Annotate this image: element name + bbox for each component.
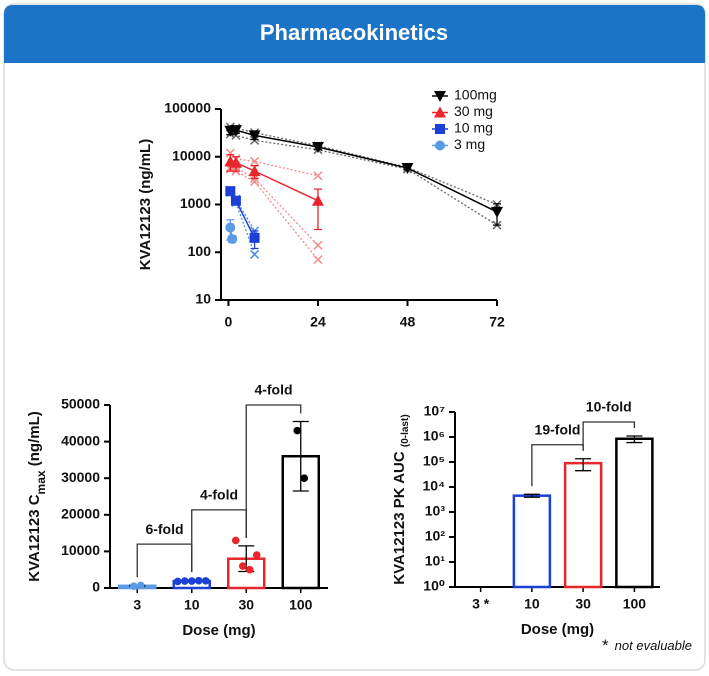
fold-bracket — [245, 404, 302, 538]
y-axis-label-part: KVA12123 C — [26, 494, 43, 581]
y-tick-label: 10⁰ — [423, 578, 445, 594]
header-bar — [4, 5, 705, 63]
fold-label: 10-fold — [586, 399, 632, 415]
y-tick-label: 10¹ — [425, 553, 446, 569]
legend-label: 10 mg — [454, 120, 493, 136]
x-tick-label: 10 — [184, 597, 200, 613]
footnote: * not evaluable — [602, 636, 692, 655]
data-point — [300, 474, 309, 483]
marker — [249, 232, 260, 243]
y-tick-label: 40000 — [61, 432, 100, 448]
y-tick-label: 0 — [92, 579, 100, 595]
legend-label: 100mg — [454, 87, 497, 103]
y-tick-label: 100000 — [164, 100, 211, 116]
data-point — [293, 426, 302, 435]
x-tick-label: 3 — [133, 597, 141, 613]
y-tick-label: 10⁴ — [423, 478, 446, 494]
individual-point — [250, 249, 260, 259]
bar — [615, 437, 654, 589]
data-point — [238, 562, 247, 570]
individual-point — [313, 240, 323, 250]
data-point — [136, 581, 145, 590]
y-tick-label: 100 — [188, 243, 212, 259]
y-axis-label-part: KVA12123 PK AUC — [391, 447, 408, 585]
error-bar — [575, 458, 592, 472]
legend-label: 30 mg — [454, 103, 493, 119]
x-tick-label: 3 * — [472, 596, 490, 612]
data-point — [187, 577, 196, 585]
individual-line — [230, 166, 319, 246]
y-axis-label: KVA12123 Cmax (ng/mL) — [26, 411, 48, 581]
individual-line — [229, 191, 256, 255]
marker — [311, 142, 324, 154]
y-tick-label: 50000 — [61, 396, 100, 412]
bar — [512, 494, 552, 589]
x-tick-label: 30 — [238, 597, 254, 613]
marker — [311, 194, 324, 206]
y-tick-label: 20000 — [61, 506, 100, 522]
fold-label: 4-fold — [200, 487, 238, 503]
x-tick-label: 30 — [575, 596, 591, 612]
x-tick-label: 0 — [225, 314, 233, 330]
y-tick-label: 1000 — [180, 195, 211, 211]
data-point — [194, 576, 203, 585]
marker — [230, 195, 241, 206]
individual-point — [313, 171, 323, 181]
marker — [401, 163, 414, 175]
marker — [229, 125, 242, 137]
error-bar — [523, 493, 540, 498]
fold-bracket — [582, 421, 636, 451]
bar — [563, 461, 603, 589]
marker — [248, 130, 261, 142]
marker — [225, 186, 236, 197]
y-axis-label-part: KVA12123 (ng/mL) — [137, 139, 154, 270]
marker — [227, 233, 238, 244]
y-tick-label: 10⁶ — [423, 428, 445, 444]
y-tick-label: 10 — [195, 291, 211, 307]
fold-label: 4-fold — [254, 382, 292, 398]
y-tick-label: 10000 — [61, 542, 100, 558]
legend-label: 3 mg — [454, 136, 485, 152]
footnote-mark: * — [602, 636, 609, 655]
individual-point — [313, 255, 323, 265]
footnote-text: not evaluable — [615, 638, 692, 653]
y-tick-label: 10³ — [425, 503, 446, 519]
y-axis-label-part: (0-last) — [400, 414, 411, 447]
y-tick-label: 10⁷ — [424, 403, 446, 419]
fold-label: 6-fold — [145, 521, 183, 537]
fold-label: 19-fold — [535, 421, 581, 437]
x-tick-label: 100 — [623, 596, 647, 612]
marker — [248, 165, 261, 177]
individual-point — [250, 156, 260, 166]
y-axis-label-part: (ng/mL) — [26, 411, 43, 470]
marker — [229, 156, 242, 168]
data-point — [252, 551, 261, 559]
data-point — [173, 577, 182, 586]
individual-line — [230, 168, 319, 261]
y-axis-label-part: max — [34, 470, 48, 494]
x-tick-label: 24 — [310, 314, 326, 330]
data-point — [201, 577, 210, 585]
data-point — [129, 582, 138, 590]
data-point — [231, 536, 240, 545]
y-tick-label: 30000 — [61, 469, 100, 485]
marker — [491, 206, 503, 218]
header-title: Pharmacokinetics — [260, 20, 448, 45]
y-axis-label: KVA12123 PK AUC (0-last) — [391, 414, 411, 584]
x-axis-label: Dose (mg) — [521, 621, 594, 638]
x-tick-label: 100 — [289, 597, 313, 613]
y-tick-label: 10000 — [172, 147, 211, 163]
data-point — [180, 577, 189, 585]
x-axis-label: Dose (mg) — [182, 622, 255, 639]
x-tick-label: 72 — [489, 314, 505, 330]
y-axis-label: KVA12123 (ng/mL) — [137, 139, 154, 270]
x-tick-label: 10 — [524, 596, 540, 612]
data-point — [245, 565, 254, 574]
error-bar — [626, 435, 643, 444]
marker — [225, 222, 236, 233]
y-tick-label: 10² — [425, 528, 446, 544]
x-tick-label: 48 — [400, 314, 416, 330]
y-tick-label: 10⁵ — [423, 453, 445, 469]
